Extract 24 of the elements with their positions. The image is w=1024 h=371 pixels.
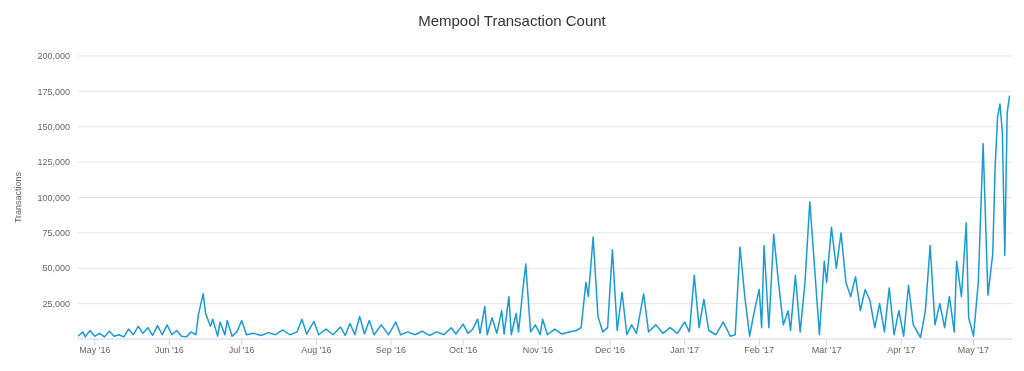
x-tick-label: Oct '16 [449, 345, 478, 356]
x-tick-label: Mar '17 [811, 345, 842, 356]
y-tick-label: 100,000 [37, 192, 70, 203]
chart-title: Mempool Transaction Count [417, 11, 607, 31]
x-tick-label: Apr '17 [887, 345, 916, 356]
y-axis-title: Transactions [13, 171, 23, 224]
y-tick-label: 125,000 [37, 157, 70, 168]
x-tick-label: Jan '17 [670, 345, 699, 356]
x-tick-label: Sep '16 [375, 345, 407, 356]
x-tick-label: May '16 [79, 345, 111, 356]
x-tick-label: May '17 [957, 345, 990, 356]
x-tick-label: Aug '16 [301, 345, 332, 356]
x-tick-label: Feb '17 [744, 345, 775, 356]
line-series [78, 94, 1011, 339]
y-tick-label: 200,000 [37, 51, 70, 62]
y-tick-label: 75,000 [42, 228, 70, 239]
y-tick-label: 25,000 [42, 298, 70, 309]
x-tick-label: Jun '16 [155, 345, 184, 356]
y-tick-label: 175,000 [37, 86, 70, 97]
x-tick-label: Jul '16 [228, 345, 255, 356]
y-tick-label: 150,000 [37, 121, 70, 132]
x-tick-label: Nov '16 [522, 345, 553, 356]
y-tick-label: 50,000 [42, 263, 70, 274]
x-tick-label: Dec '16 [594, 345, 626, 356]
